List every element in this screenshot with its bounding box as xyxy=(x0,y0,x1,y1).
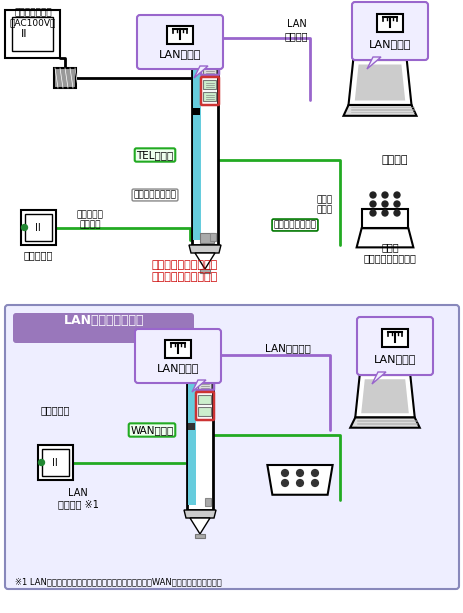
Polygon shape xyxy=(372,372,386,384)
Text: LANポート: LANポート xyxy=(159,49,201,59)
Bar xyxy=(210,233,216,241)
FancyBboxPatch shape xyxy=(137,15,223,69)
Text: パソコン: パソコン xyxy=(382,155,408,165)
Text: LAN
ケーブル ※1: LAN ケーブル ※1 xyxy=(57,488,99,509)
Bar xyxy=(193,30,201,240)
Bar xyxy=(203,42,216,51)
Bar xyxy=(167,26,193,44)
Bar xyxy=(5,10,60,58)
Polygon shape xyxy=(350,417,420,428)
Text: 電話機
コード: 電話機 コード xyxy=(317,196,333,215)
Bar xyxy=(192,25,218,245)
Text: II: II xyxy=(52,457,58,468)
Bar xyxy=(203,66,216,75)
Text: LANポート: LANポート xyxy=(369,39,411,49)
FancyBboxPatch shape xyxy=(357,317,433,375)
Bar xyxy=(42,449,69,476)
Bar xyxy=(377,14,403,32)
Text: WANポート: WANポート xyxy=(131,425,174,435)
Bar xyxy=(20,210,56,245)
Bar xyxy=(188,423,195,430)
Bar xyxy=(198,357,211,366)
FancyBboxPatch shape xyxy=(5,305,459,589)
Circle shape xyxy=(312,470,319,476)
FancyBboxPatch shape xyxy=(13,313,194,343)
Circle shape xyxy=(394,201,400,207)
Circle shape xyxy=(282,470,288,476)
Bar xyxy=(188,345,196,505)
Text: LANポート: LANポート xyxy=(157,363,199,373)
Polygon shape xyxy=(189,245,221,253)
Bar xyxy=(203,80,216,89)
Polygon shape xyxy=(344,105,417,116)
Text: II: II xyxy=(21,29,27,39)
Circle shape xyxy=(394,210,400,216)
FancyBboxPatch shape xyxy=(352,2,428,60)
Circle shape xyxy=(297,479,303,486)
Polygon shape xyxy=(355,375,415,417)
Bar xyxy=(198,395,211,404)
Bar xyxy=(382,329,408,347)
Bar xyxy=(362,209,408,228)
Text: LAN配線方式の場合: LAN配線方式の場合 xyxy=(64,313,144,327)
Bar xyxy=(198,381,211,390)
Bar xyxy=(205,498,211,506)
Text: 電源アダプタ端子: 電源アダプタ端子 xyxy=(133,191,176,199)
Circle shape xyxy=(282,479,288,486)
Circle shape xyxy=(312,479,319,486)
Text: 壁のパネル: 壁のパネル xyxy=(23,250,53,260)
Bar xyxy=(198,369,211,378)
Text: ひかり電話対応ルータ
（回線終端装置内蔵）: ひかり電話対応ルータ （回線終端装置内蔵） xyxy=(152,260,218,281)
Polygon shape xyxy=(357,228,413,248)
Polygon shape xyxy=(192,380,206,392)
Bar xyxy=(12,17,53,51)
Circle shape xyxy=(394,192,400,198)
Text: ※1 LAN配線方式の場合、直接ひかり電話対応ルータのWANポートへつなげます。: ※1 LAN配線方式の場合、直接ひかり電話対応ルータのWANポートへつなげます。 xyxy=(15,577,222,587)
Text: 光ファイバ
ケーブル: 光ファイバ ケーブル xyxy=(76,210,103,230)
Circle shape xyxy=(382,192,388,198)
Bar xyxy=(200,269,210,273)
Polygon shape xyxy=(361,379,409,413)
Polygon shape xyxy=(367,57,381,69)
Text: 電話機
（ひかり電話利用）: 電話機 （ひかり電話利用） xyxy=(363,242,416,264)
Bar xyxy=(203,92,216,101)
Polygon shape xyxy=(355,64,405,101)
Text: II: II xyxy=(35,223,41,232)
Circle shape xyxy=(370,192,376,198)
Polygon shape xyxy=(184,510,216,518)
Bar xyxy=(193,108,200,115)
Text: LANポート: LANポート xyxy=(374,354,416,364)
Polygon shape xyxy=(267,465,332,495)
Text: 電源コンセント
（AC100V）: 電源コンセント （AC100V） xyxy=(10,8,56,28)
Circle shape xyxy=(297,470,303,476)
Polygon shape xyxy=(195,253,215,269)
FancyBboxPatch shape xyxy=(135,329,221,383)
Text: TELポート: TELポート xyxy=(137,150,174,160)
Bar xyxy=(165,340,191,358)
Bar xyxy=(25,214,51,241)
Bar xyxy=(203,30,216,39)
Bar xyxy=(187,340,213,510)
Bar xyxy=(203,54,216,63)
Bar xyxy=(54,68,76,88)
Bar xyxy=(195,534,205,538)
Text: 光ファイバ導入口: 光ファイバ導入口 xyxy=(274,221,317,229)
Circle shape xyxy=(382,201,388,207)
Polygon shape xyxy=(194,66,208,78)
Polygon shape xyxy=(349,60,412,105)
Text: LANケーブル: LANケーブル xyxy=(265,343,311,353)
Text: LAN
ケーブル: LAN ケーブル xyxy=(285,19,308,41)
Bar xyxy=(198,407,211,416)
Circle shape xyxy=(370,210,376,216)
Bar xyxy=(198,345,211,354)
Bar xyxy=(38,445,73,480)
Circle shape xyxy=(370,201,376,207)
Circle shape xyxy=(382,210,388,216)
Circle shape xyxy=(38,460,44,465)
Text: 壁のパネル: 壁のパネル xyxy=(40,405,70,415)
Circle shape xyxy=(21,224,27,230)
Bar xyxy=(200,233,214,243)
Polygon shape xyxy=(190,518,210,534)
